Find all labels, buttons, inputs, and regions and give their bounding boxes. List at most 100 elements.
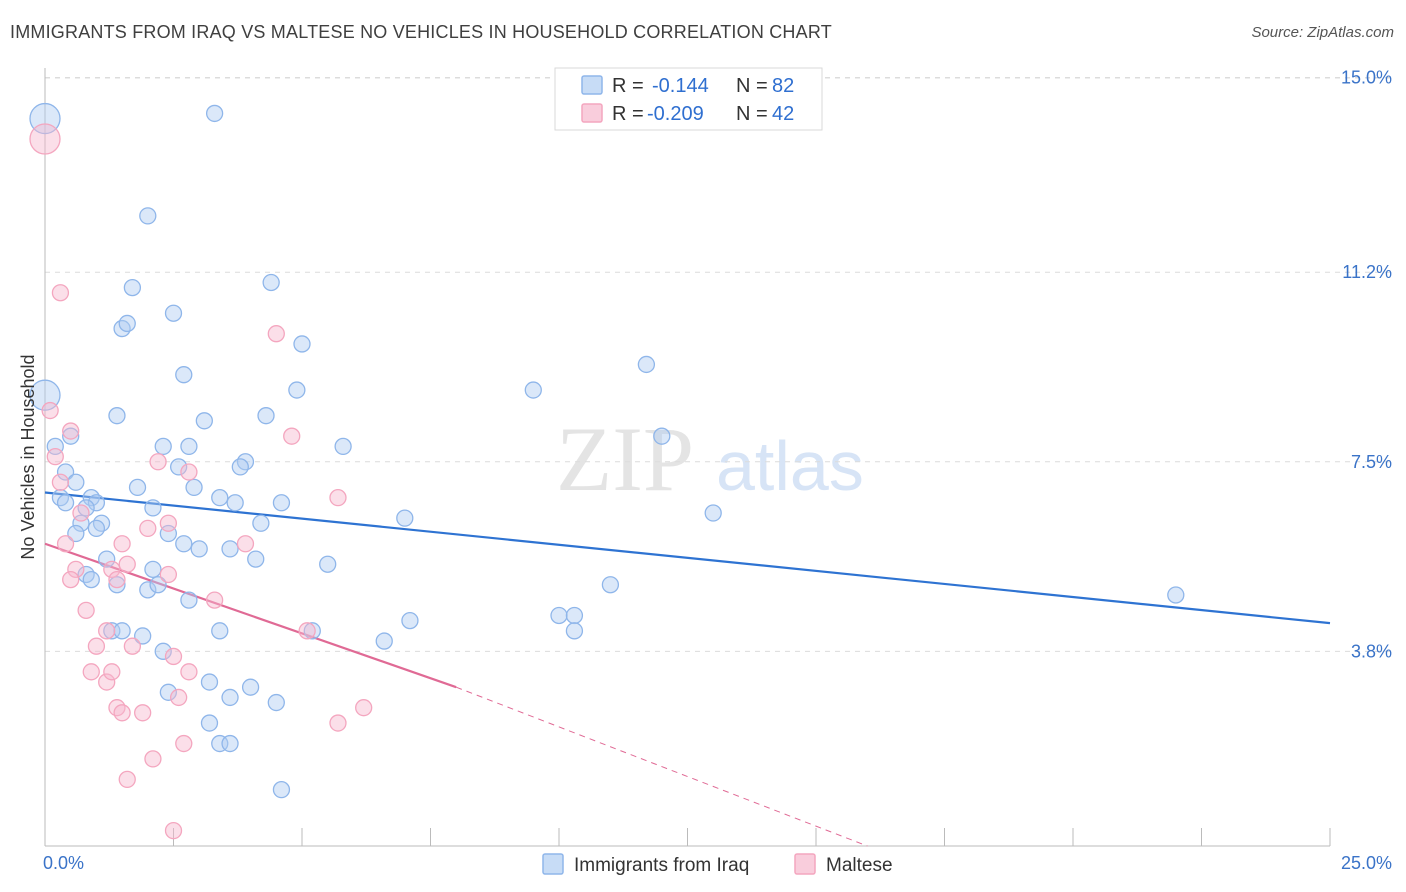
point-iraq bbox=[319, 555, 337, 573]
point-maltese bbox=[144, 750, 162, 768]
data-points bbox=[29, 102, 1185, 840]
stats-legend: R = -0.144 N = 82 R = -0.209 N = 42 bbox=[554, 67, 823, 131]
point-maltese bbox=[103, 663, 121, 681]
point-iraq bbox=[118, 314, 136, 333]
y-tick-label: 15.0% bbox=[1341, 68, 1392, 88]
legend-r-value-iraq: -0.144 bbox=[652, 75, 709, 97]
point-maltese bbox=[355, 699, 373, 717]
point-maltese bbox=[283, 427, 301, 445]
gridlines bbox=[45, 77, 1392, 652]
point-maltese bbox=[67, 560, 85, 579]
point-maltese bbox=[82, 663, 100, 681]
point-iraq bbox=[375, 632, 393, 650]
point-iraq bbox=[82, 570, 100, 589]
legend-n-label-iraq: N = bbox=[736, 75, 768, 97]
point-maltese bbox=[108, 699, 126, 717]
y-tick-label: 7.5% bbox=[1351, 452, 1392, 472]
legend-swatch-iraq bbox=[581, 75, 603, 95]
point-iraq bbox=[231, 458, 249, 476]
point-iraq bbox=[128, 478, 147, 497]
point-maltese bbox=[169, 688, 188, 707]
point-iraq bbox=[565, 622, 584, 640]
point-maltese bbox=[98, 673, 116, 691]
legend-r-label-maltese: R = bbox=[612, 103, 644, 125]
bottom-legend-label-iraq: Immigrants from Iraq bbox=[574, 855, 749, 876]
point-iraq bbox=[205, 104, 224, 123]
point-maltese bbox=[159, 514, 178, 532]
point-iraq bbox=[169, 458, 188, 476]
point-iraq bbox=[113, 622, 131, 640]
point-maltese bbox=[98, 622, 116, 640]
point-iraq bbox=[247, 550, 265, 568]
point-maltese bbox=[72, 504, 90, 522]
trend-line-maltese-extension bbox=[456, 686, 868, 847]
point-maltese bbox=[329, 488, 347, 507]
legend-r-value-maltese: -0.209 bbox=[647, 103, 704, 125]
point-iraq bbox=[144, 499, 162, 517]
x-tick-label-min: 0.0% bbox=[43, 853, 84, 873]
point-iraq bbox=[396, 509, 414, 527]
point-maltese bbox=[29, 123, 61, 155]
point-iraq bbox=[56, 494, 75, 512]
series-legend: Immigrants from Iraq Maltese bbox=[542, 853, 893, 876]
point-maltese bbox=[164, 821, 183, 840]
point-iraq bbox=[257, 407, 275, 425]
point-iraq bbox=[200, 673, 219, 691]
point-iraq bbox=[303, 622, 321, 640]
point-maltese bbox=[180, 663, 198, 681]
point-iraq bbox=[334, 437, 352, 456]
watermark-atlas: atlas bbox=[716, 427, 864, 505]
point-iraq bbox=[653, 427, 671, 445]
point-iraq bbox=[293, 335, 311, 353]
point-iraq bbox=[401, 611, 419, 630]
legend-n-value-iraq: 82 bbox=[772, 75, 794, 97]
watermark-zip: ZIP bbox=[556, 408, 694, 510]
point-maltese bbox=[77, 601, 95, 619]
point-iraq bbox=[175, 535, 193, 553]
chart-source: Source: ZipAtlas.com bbox=[1251, 24, 1394, 41]
point-maltese bbox=[267, 325, 285, 343]
point-iraq bbox=[180, 437, 198, 456]
point-maltese bbox=[298, 622, 316, 640]
point-iraq bbox=[221, 540, 239, 558]
point-maltese bbox=[51, 473, 70, 491]
bottom-legend-swatch-iraq bbox=[542, 853, 564, 875]
point-maltese bbox=[236, 535, 255, 553]
trend-line-maltese bbox=[44, 542, 457, 689]
trend-lines bbox=[44, 491, 1331, 847]
point-iraq bbox=[123, 278, 142, 297]
point-iraq bbox=[154, 642, 172, 660]
point-maltese bbox=[113, 535, 131, 553]
point-iraq bbox=[221, 734, 239, 753]
point-maltese bbox=[159, 565, 178, 584]
point-iraq bbox=[601, 576, 620, 594]
point-iraq bbox=[149, 576, 167, 594]
legend-swatch-maltese bbox=[581, 103, 603, 123]
point-maltese bbox=[118, 770, 136, 789]
point-iraq bbox=[56, 463, 75, 481]
point-maltese bbox=[205, 591, 224, 609]
point-iraq bbox=[164, 304, 183, 322]
point-iraq bbox=[226, 494, 244, 512]
point-maltese bbox=[164, 647, 183, 666]
point-maltese bbox=[113, 704, 131, 722]
point-iraq bbox=[62, 427, 80, 445]
point-iraq bbox=[180, 591, 198, 609]
point-iraq bbox=[637, 355, 656, 374]
point-iraq bbox=[252, 514, 270, 532]
point-iraq bbox=[221, 688, 239, 707]
point-iraq bbox=[272, 780, 291, 799]
point-maltese bbox=[123, 637, 142, 655]
bottom-legend-swatch-maltese bbox=[794, 853, 816, 875]
y-tick-label: 11.2% bbox=[1342, 262, 1392, 282]
point-iraq bbox=[241, 678, 260, 696]
point-iraq bbox=[175, 366, 193, 384]
point-iraq bbox=[272, 494, 291, 512]
point-maltese bbox=[180, 463, 198, 481]
point-maltese bbox=[41, 401, 59, 420]
point-iraq bbox=[550, 606, 568, 625]
point-iraq bbox=[1167, 586, 1185, 604]
point-iraq bbox=[236, 453, 255, 471]
point-iraq bbox=[67, 473, 85, 491]
axes bbox=[44, 68, 1331, 847]
